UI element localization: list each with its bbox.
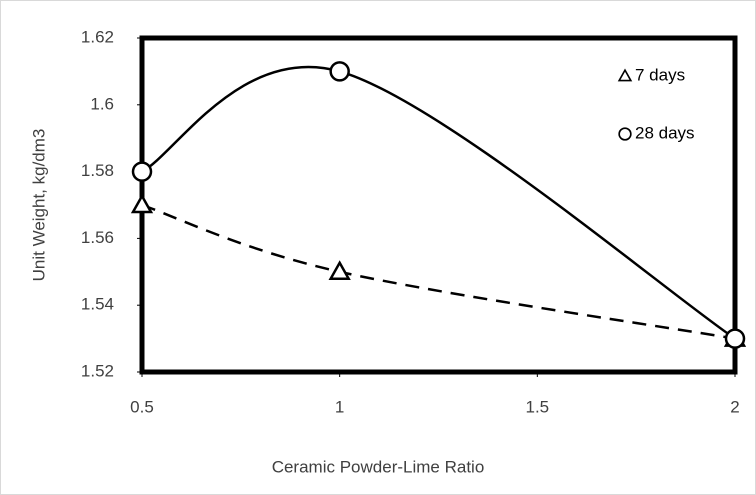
data-point (130, 193, 154, 214)
legend-marker (617, 68, 633, 82)
x-tick-label: 1 (335, 397, 344, 416)
x-tick-label: 0.5 (130, 397, 154, 416)
y-tick-label: 1.58 (81, 161, 114, 180)
legend-marker (618, 127, 632, 141)
data-point (724, 328, 746, 349)
x-tick-label: 1.5 (526, 397, 550, 416)
y-tick-label: 1.62 (81, 27, 114, 46)
x-axis-label: Ceramic Powder-Lime Ratio (272, 457, 485, 476)
y-axis-label: Unit Weight, kg/dm3 (29, 129, 48, 282)
data-point (131, 161, 153, 182)
y-tick-label: 1.52 (81, 361, 114, 380)
y-tick-label: 1.6 (90, 94, 114, 113)
data-point (329, 61, 350, 82)
y-tick-label: 1.56 (81, 228, 114, 247)
series-line (141, 65, 736, 340)
legend-label: 7 days (635, 65, 685, 84)
y-tick-label: 1.54 (81, 295, 114, 314)
legend-label: 28 days (635, 123, 695, 142)
x-tick-label: 2 (730, 397, 739, 416)
data-point (328, 260, 351, 281)
series-line (141, 203, 736, 340)
